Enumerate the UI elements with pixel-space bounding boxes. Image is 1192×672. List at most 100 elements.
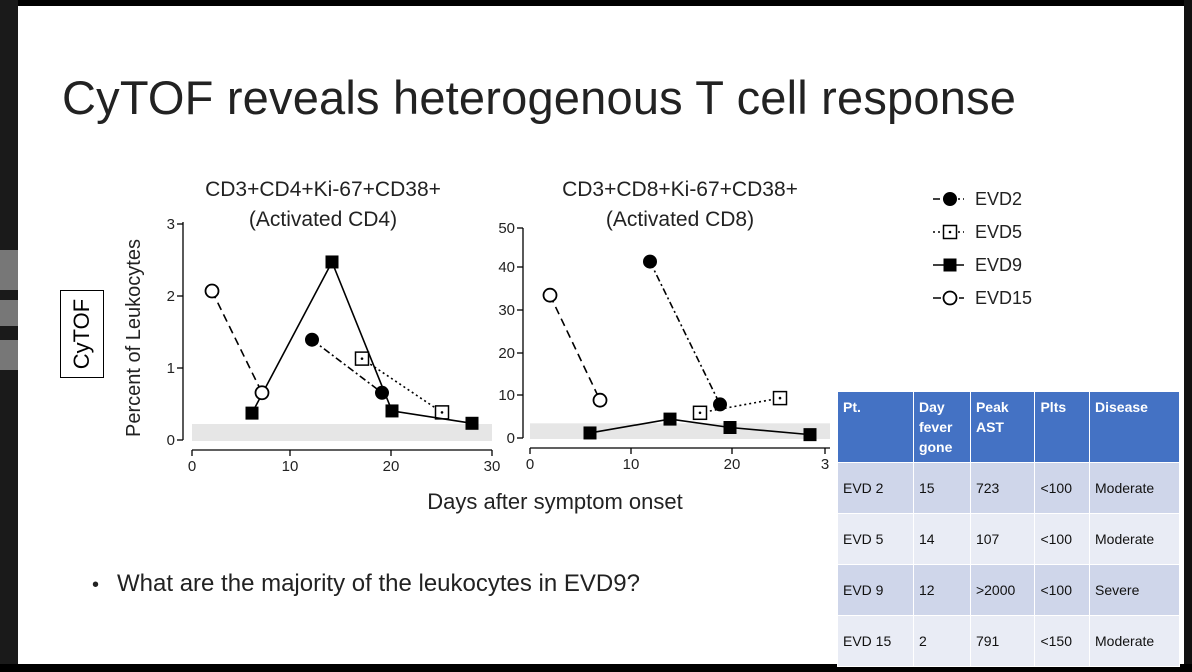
chart2-point-evd9: [803, 428, 817, 442]
chart2-point-evd5-center-dot: [698, 411, 702, 415]
table-row: EVD 15 2 791 <150 Moderate: [837, 615, 1180, 667]
slide-title: CyTOF reveals heterogenous T cell respon…: [62, 71, 1017, 124]
screen-frame-left: [0, 0, 18, 672]
chart2-x-tick-label: 20: [724, 456, 741, 473]
chart1-x-tick-label: 0: [188, 458, 196, 475]
table-cell: <100: [1034, 513, 1091, 565]
legend-marker-evd5-center-dot: [948, 230, 952, 234]
chart1-point-evd5-center-dot: [360, 357, 364, 360]
chart2-series-line-evd5: [699, 397, 781, 414]
chart1-x-tick-label: 20: [383, 458, 400, 475]
bullet-text: What are the majority of the leukocytes …: [117, 570, 640, 597]
chart-legend: EVD2 EVD5 EVD9 EVD15: [933, 189, 1032, 308]
chart1-y-axis-label: Percent of Leukocytes: [123, 239, 145, 437]
chart1-point-evd9: [325, 255, 339, 269]
chart2-series-line-evd15: [549, 294, 601, 401]
chart2-point-evd15: [592, 392, 608, 408]
bullet-question: • What are the majority of the leukocytes…: [92, 570, 640, 598]
chart2-point-evd15: [542, 287, 558, 303]
table-cell: 2: [912, 615, 971, 667]
chart1-y-tick-label: 1: [167, 360, 175, 377]
chart1-point-evd15: [204, 283, 220, 299]
legend-label-evd2: EVD2: [975, 189, 1022, 209]
header-peak-ast: Peak AST: [969, 391, 1036, 463]
chart1-series-line-evd9: [251, 260, 473, 425]
chart1-point-evd5-center-dot: [440, 411, 444, 414]
chart2-point-evd9: [723, 421, 737, 434]
screen-frame-bottom: [0, 664, 1192, 672]
chart2-y-tick-label: 50: [498, 220, 515, 237]
table-row: EVD 2 15 723 <100 Moderate: [837, 462, 1180, 514]
legend-label-evd5: EVD5: [975, 222, 1022, 242]
table-cell: 15: [912, 462, 971, 514]
header-pt: Pt.: [837, 391, 914, 463]
chart1-x-tick-label: 30: [484, 458, 501, 475]
chart1-y-tick-label: 0: [167, 432, 175, 449]
table-cell: EVD 9: [837, 564, 914, 616]
patient-table-header-row: Pt. Day fever gone Peak AST Plts Disease: [837, 391, 1180, 463]
table-cell: Moderate: [1089, 462, 1180, 514]
chart1-shaded-band: [192, 424, 492, 441]
chart2-x-tick-label: 3: [821, 456, 829, 473]
table-row: EVD 5 14 107 <100 Moderate: [837, 513, 1180, 565]
chart1-point-evd9: [465, 416, 479, 430]
chart1-point-evd9: [385, 404, 399, 418]
table-cell: <150: [1034, 615, 1091, 667]
header-plts: Plts: [1034, 391, 1091, 463]
table-cell: <100: [1034, 564, 1091, 616]
chart2-y-tick-label: 10: [498, 387, 515, 404]
chart1-title: CD3+CD4+Ki-67+CD38+: [205, 178, 441, 201]
table-cell: 14: [912, 513, 971, 565]
table-cell: Moderate: [1089, 615, 1180, 667]
table-cell: Severe: [1089, 564, 1180, 616]
chart2-y-tick-label: 20: [498, 345, 515, 362]
table-cell: 723: [969, 462, 1036, 514]
chart2-y-tick-label: 30: [498, 302, 515, 319]
chart1-series-line-evd2: [311, 339, 383, 394]
chart1-y-tick-label: 2: [167, 288, 175, 305]
chart2-point-evd9: [583, 426, 597, 440]
legend-marker-evd15: [942, 290, 958, 306]
chart2-series-line-evd9: [589, 418, 811, 436]
chart2-x-tick-label: 10: [623, 456, 640, 473]
table-cell: 791: [969, 615, 1036, 667]
chart2-point-evd2: [643, 254, 657, 269]
legend-marker-evd2: [943, 192, 957, 206]
legend-label-evd15: EVD15: [975, 288, 1032, 308]
chart2-point-evd2: [713, 397, 727, 412]
chart1-y-tick-label: 3: [167, 216, 175, 233]
screen-frame-right: [1184, 0, 1192, 672]
chart2-y-tick-label: 40: [498, 259, 515, 276]
table-cell: EVD 2: [837, 462, 914, 514]
legend-label-evd9: EVD9: [975, 255, 1022, 275]
chart1-point-evd9: [245, 406, 259, 420]
chart2-subtitle: (Activated CD8): [606, 208, 754, 231]
chart2-shaded-band: [530, 423, 830, 439]
chart2-point-evd5-center-dot: [778, 396, 782, 400]
cytof-label-box: CyTOF: [60, 290, 104, 378]
table-cell: EVD 5: [837, 513, 914, 565]
table-cell: Moderate: [1089, 513, 1180, 565]
chart2-title: CD3+CD8+Ki-67+CD38+: [562, 178, 798, 201]
chart2-point-evd9: [663, 412, 677, 426]
chart1-series-line-evd15: [211, 290, 263, 394]
table-cell: 12: [912, 564, 971, 616]
table-cell: 107: [969, 513, 1036, 565]
header-disease: Disease: [1089, 391, 1180, 463]
chart1-point-evd15: [254, 385, 270, 401]
chart1-point-evd2: [305, 332, 319, 347]
chart2-y-tick-label: 0: [507, 430, 515, 447]
table-cell: EVD 15: [837, 615, 914, 667]
shared-x-axis-label: Days after symptom onset: [427, 489, 683, 514]
legend-marker-evd9: [943, 258, 957, 272]
table-row: EVD 9 12 >2000 <100 Severe: [837, 564, 1180, 616]
table-cell: >2000: [969, 564, 1036, 616]
chart-activated-cd4: CD3+CD4+Ki-67+CD38+ (Activated CD4) Perc…: [123, 178, 500, 475]
screen-frame-top: [0, 0, 1192, 6]
chart1-subtitle: (Activated CD4): [249, 208, 397, 231]
bullet-dot: •: [92, 574, 100, 596]
header-day-fever-gone: Day fever gone: [912, 391, 971, 463]
chart2-series-line-evd2: [649, 261, 721, 405]
table-cell: <100: [1034, 462, 1091, 514]
